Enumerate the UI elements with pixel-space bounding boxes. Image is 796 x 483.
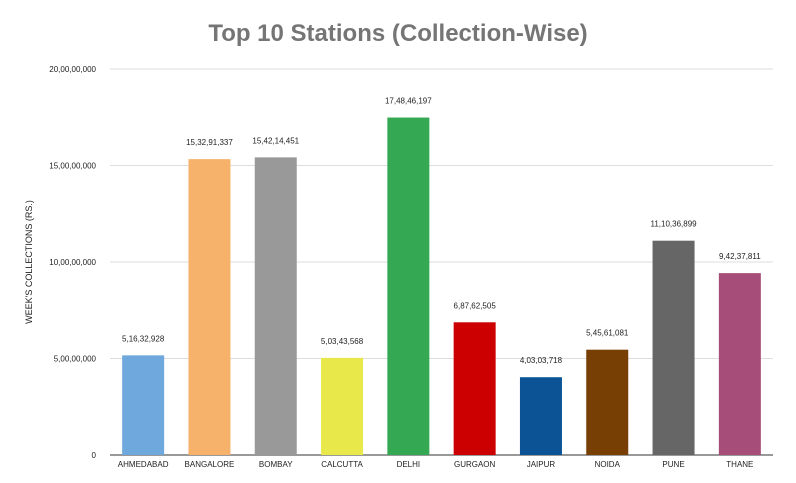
data-label: 6,87,62,505 xyxy=(454,301,497,310)
bar xyxy=(586,349,629,455)
data-label: 15,42,14,451 xyxy=(252,136,299,145)
x-tick-label: BOMBAY xyxy=(259,460,293,469)
bar xyxy=(718,273,761,455)
data-label: 4,03,03,718 xyxy=(520,356,563,365)
bar xyxy=(519,377,562,455)
y-tick-label: 5,00,00,000 xyxy=(54,355,97,364)
x-tick-label: GURGAON xyxy=(454,460,496,469)
x-tick-label: AHMEDABAD xyxy=(118,460,169,469)
x-tick-label: BANGALORE xyxy=(185,460,235,469)
data-label: 9,42,37,811 xyxy=(719,252,761,261)
data-label: 5,16,32,928 xyxy=(122,334,165,343)
x-tick-label: JAIPUR xyxy=(527,460,556,469)
x-tick-label: PUNE xyxy=(662,460,684,469)
bar xyxy=(254,157,297,456)
bar xyxy=(652,240,695,455)
bar xyxy=(387,117,430,455)
y-tick-label: 20,00,00,000 xyxy=(49,65,96,74)
bar xyxy=(122,355,165,455)
y-tick-label: 15,00,00,000 xyxy=(49,162,96,171)
chart-title: Top 10 Stations (Collection-Wise) xyxy=(208,20,588,47)
x-tick-label: CALCUTTA xyxy=(321,460,363,469)
bar xyxy=(453,322,496,455)
y-tick-label: 0 xyxy=(92,451,97,460)
x-tick-label: THANE xyxy=(726,460,753,469)
data-label: 15,32,91,337 xyxy=(186,138,233,147)
y-tick-label: 10,00,00,000 xyxy=(49,258,96,267)
data-label: 5,45,61,081 xyxy=(586,329,629,338)
bar xyxy=(188,159,231,456)
x-tick-label: DELHI xyxy=(397,460,421,469)
data-label: 17,48,46,197 xyxy=(385,97,432,106)
bar xyxy=(321,357,364,455)
x-tick-label: NOIDA xyxy=(595,460,621,469)
data-label: 11,10,36,899 xyxy=(650,220,697,229)
data-label: 5,03,43,568 xyxy=(321,337,364,346)
